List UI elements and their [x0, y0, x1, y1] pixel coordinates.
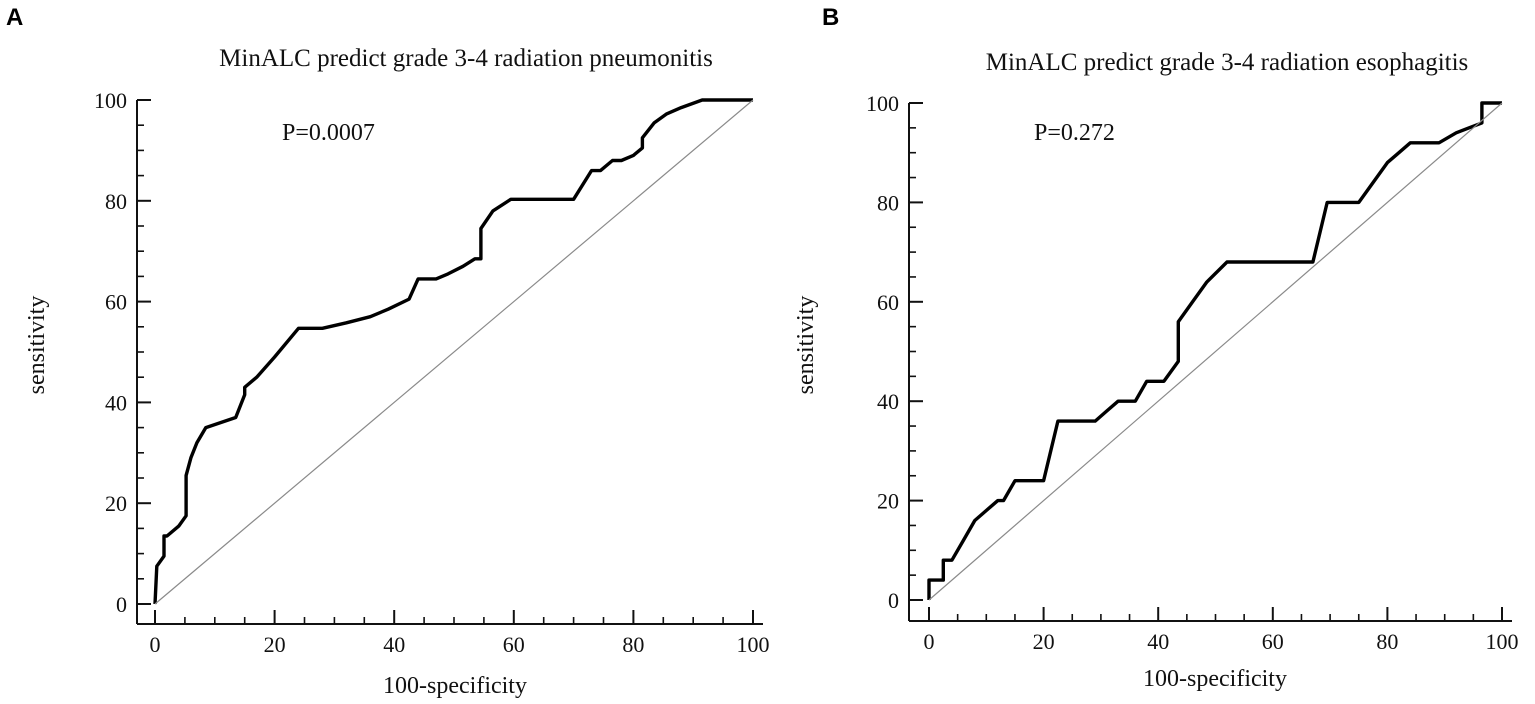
x-tick-label: 60	[1262, 629, 1284, 654]
y-axis-label-b: sensitivity	[793, 296, 819, 395]
axes-a: 0 20 40 60 80 100 0 20 40 60 80 100	[94, 88, 770, 657]
x-tick-label: 40	[383, 632, 405, 657]
p-value-annotation-a: P=0.0007	[282, 120, 375, 146]
y-tick-label: 60	[877, 290, 899, 315]
y-tick-label: 100	[866, 91, 899, 116]
x-tick-label: 100	[737, 632, 770, 657]
y-tick-label: 40	[877, 389, 899, 414]
plot-area-b	[927, 101, 1503, 601]
chart-title-b: MinALC predict grade 3-4 radiation esoph…	[986, 49, 1469, 76]
panel-b: B MinALC predict grade 3-4 radiation eso…	[793, 4, 1519, 692]
panel-letter-b: B	[822, 4, 839, 31]
x-axis-label-a: 100-specificity	[383, 673, 527, 699]
x-tick-label: 40	[1147, 629, 1169, 654]
x-tick-label: 0	[150, 632, 161, 657]
y-tick-label: 20	[105, 491, 127, 516]
x-tick-label: 80	[622, 632, 644, 657]
y-tick-label: 80	[877, 190, 899, 215]
panel-letter-a: A	[6, 4, 23, 31]
chart-title-a: MinALC predict grade 3-4 radiation pneum…	[219, 45, 713, 72]
panel-a: A MinALC predict grade 3-4 radiation pne…	[6, 4, 770, 699]
plot-area-a	[153, 98, 754, 605]
x-tick-label: 100	[1486, 629, 1519, 654]
reference-line-a	[154, 99, 754, 605]
x-axis-label-b: 100-specificity	[1143, 666, 1287, 692]
y-tick-label: 80	[105, 189, 127, 214]
y-tick-label: 0	[116, 592, 127, 617]
x-tick-label: 80	[1376, 629, 1398, 654]
p-value-annotation-b: P=0.272	[1034, 120, 1115, 146]
roc-curve-a	[153, 98, 753, 605]
y-tick-label: 40	[105, 390, 127, 415]
y-axis-label-a: sensitivity	[24, 296, 50, 395]
y-tick-label: 60	[105, 290, 127, 315]
roc-curve-b	[927, 101, 1502, 600]
x-tick-label: 20	[264, 632, 286, 657]
x-tick-label: 60	[503, 632, 525, 657]
x-tick-label: 0	[924, 629, 935, 654]
reference-line-b	[928, 102, 1503, 601]
y-tick-label: 100	[94, 88, 127, 113]
y-tick-label: 20	[877, 489, 899, 514]
axes-b: 0 20 40 60 80 100 0 20 40 60 80 100	[866, 91, 1519, 654]
x-tick-label: 20	[1033, 629, 1055, 654]
y-tick-label: 0	[888, 588, 899, 613]
